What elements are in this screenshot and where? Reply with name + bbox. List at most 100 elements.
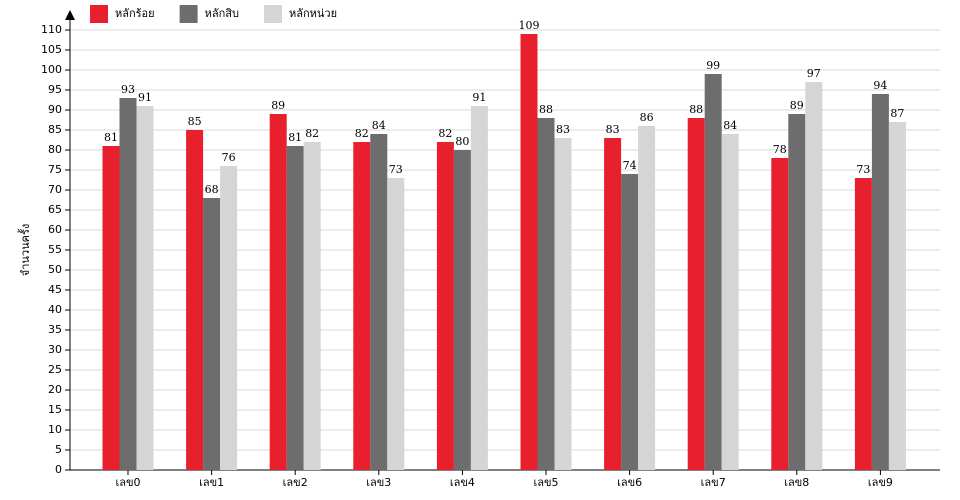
bar — [721, 134, 739, 470]
legend-label: หลักสิบ — [205, 7, 239, 20]
value-label: 73 — [389, 163, 403, 176]
y-tick-label: 55 — [48, 243, 62, 256]
y-tick-label: 30 — [48, 343, 62, 356]
value-label: 86 — [640, 111, 654, 124]
value-label: 85 — [188, 115, 202, 128]
legend-swatch — [90, 5, 108, 23]
bar — [854, 178, 872, 470]
x-tick-label: เลข7 — [701, 476, 726, 489]
value-label: 82 — [355, 127, 369, 140]
bar — [537, 118, 555, 470]
bar — [370, 134, 388, 470]
y-tick-label: 70 — [48, 183, 62, 196]
bar — [520, 34, 538, 470]
x-tick-label: เลข5 — [533, 476, 558, 489]
value-label: 88 — [539, 103, 553, 116]
value-label: 97 — [807, 67, 821, 80]
x-tick-label: เลข9 — [868, 476, 893, 489]
bar — [554, 138, 572, 470]
bar — [303, 142, 321, 470]
value-label: 73 — [856, 163, 870, 176]
y-tick-label: 50 — [48, 263, 62, 276]
x-tick-label: เลข2 — [283, 476, 308, 489]
legend-swatch — [263, 5, 282, 23]
bar — [871, 94, 889, 470]
value-label: 74 — [623, 159, 637, 172]
y-tick-label: 65 — [48, 203, 62, 216]
value-label: 89 — [271, 99, 285, 112]
bar — [353, 142, 371, 470]
y-tick-label: 15 — [48, 403, 62, 416]
bar — [771, 158, 789, 470]
bar — [704, 74, 722, 470]
value-label: 89 — [790, 99, 804, 112]
bar — [638, 126, 656, 470]
x-tick-label: เลข3 — [366, 476, 391, 489]
value-label: 99 — [706, 59, 720, 72]
y-tick-label: 85 — [48, 123, 62, 136]
value-label: 76 — [222, 151, 236, 164]
value-label: 83 — [556, 123, 570, 136]
bar — [203, 198, 221, 470]
y-tick-label: 10 — [48, 423, 62, 436]
y-tick-label: 35 — [48, 323, 62, 336]
value-label: 83 — [606, 123, 620, 136]
value-label: 78 — [773, 143, 787, 156]
value-label: 91 — [138, 91, 152, 104]
value-label: 81 — [104, 131, 118, 144]
x-tick-label: เลข1 — [199, 476, 224, 489]
y-tick-label: 100 — [41, 63, 62, 76]
y-tick-label: 110 — [41, 23, 62, 36]
value-label: 84 — [723, 119, 737, 132]
bar — [621, 174, 639, 470]
bar — [436, 142, 454, 470]
value-label: 94 — [873, 79, 887, 92]
y-tick-label: 40 — [48, 303, 62, 316]
x-tick-label: เลข6 — [617, 476, 642, 489]
y-tick-label: 75 — [48, 163, 62, 176]
bar — [269, 114, 287, 470]
y-tick-label: 95 — [48, 83, 62, 96]
value-label: 93 — [121, 83, 135, 96]
bar — [186, 130, 204, 470]
value-label: 84 — [372, 119, 386, 132]
y-tick-label: 20 — [48, 383, 62, 396]
bar — [470, 106, 488, 470]
bar — [453, 150, 471, 470]
value-label: 82 — [438, 127, 452, 140]
x-tick-label: เลข4 — [450, 476, 475, 489]
bar — [604, 138, 622, 470]
value-label: 68 — [205, 183, 219, 196]
y-tick-label: 25 — [48, 363, 62, 376]
legend-label: หลักหน่วย — [289, 7, 337, 20]
value-label: 91 — [472, 91, 486, 104]
legend-swatch — [179, 5, 198, 23]
y-tick-label: 105 — [41, 43, 62, 56]
value-label: 87 — [890, 107, 904, 120]
legend-label: หลักร้อย — [115, 7, 155, 20]
bar — [220, 166, 238, 470]
bar — [888, 122, 906, 470]
value-label: 109 — [519, 19, 540, 32]
y-tick-label: 0 — [55, 463, 62, 476]
bar — [102, 146, 120, 470]
bar — [286, 146, 304, 470]
y-tick-label: 5 — [55, 443, 62, 456]
x-tick-label: เลข8 — [784, 476, 809, 489]
y-axis-label: จำนวนครั้ง — [17, 224, 32, 276]
bar — [136, 106, 154, 470]
y-tick-label: 80 — [48, 143, 62, 156]
bar — [805, 82, 823, 470]
value-label: 80 — [455, 135, 469, 148]
bar — [687, 118, 705, 470]
value-label: 82 — [305, 127, 319, 140]
bar — [387, 178, 405, 470]
x-tick-label: เลข0 — [115, 476, 140, 489]
value-label: 81 — [288, 131, 302, 144]
y-tick-label: 45 — [48, 283, 62, 296]
bar — [119, 98, 137, 470]
bar — [788, 114, 806, 470]
y-tick-label: 90 — [48, 103, 62, 116]
value-label: 88 — [689, 103, 703, 116]
